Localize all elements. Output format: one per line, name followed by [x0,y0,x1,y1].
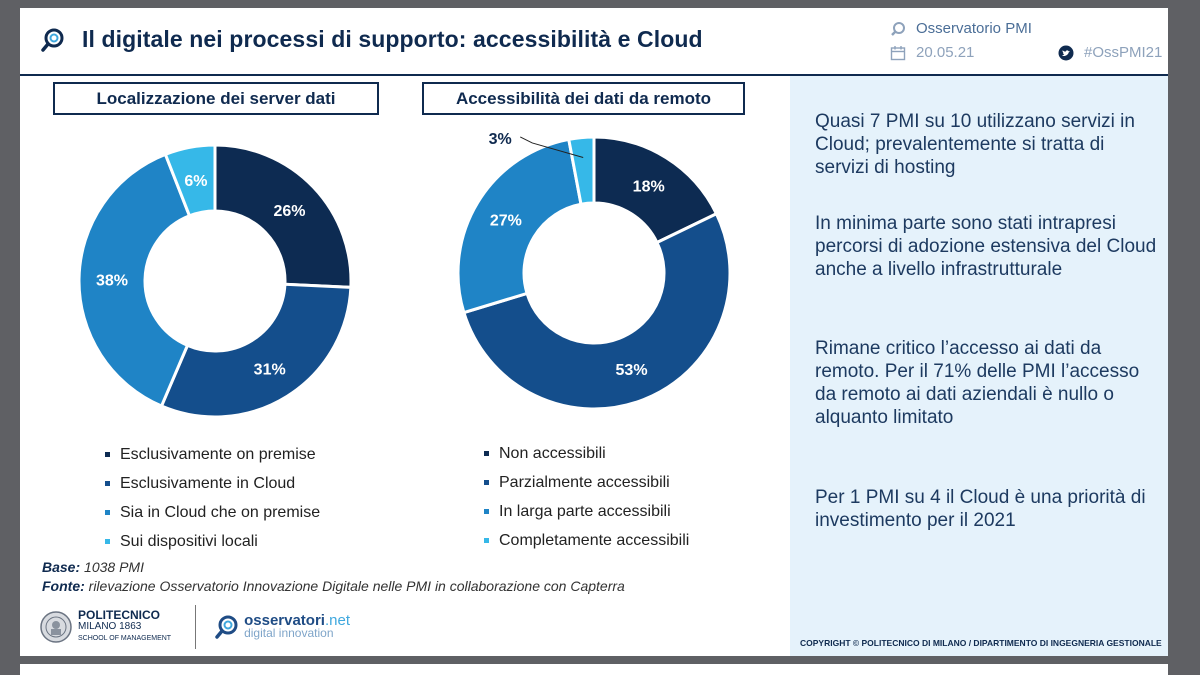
base-value: 1038 PMI [84,559,144,575]
legend-label: Non accessibili [499,444,606,462]
legend-item: Completamente accessibili [482,526,689,555]
oss-name: osservatori [244,612,325,629]
legend-swatch [484,480,489,485]
legend-swatch [484,451,489,456]
legend-swatch [484,509,489,514]
polimi-name: POLITECNICO [78,608,161,622]
legend-label: Sui dispositivi locali [120,532,258,550]
insight-paragraph: Rimane critico l’accesso ai dati da remo… [815,338,1140,428]
legend-label: Completamente accessibili [499,531,690,549]
observatory-line: Osservatorio PMI [890,20,1032,37]
insights-panel: Quasi 7 PMI su 10 utilizzano servizi in … [790,76,1168,656]
hashtag-line: #OssPMI21 [1058,44,1162,61]
legend-item: Parzialmente accessibili [482,468,689,497]
twitter-icon [1058,45,1074,60]
polimi-city: MILANO 1863 [78,621,142,632]
osservatori-logo-icon [215,615,238,639]
header-rule [20,74,1168,76]
slice-value-label: 53% [616,362,648,379]
legend-server-location: Esclusivamente on premise Esclusivamente … [103,440,320,556]
donut-slice [163,143,217,218]
legend-remote-access: Non accessibili Parzialmente accessibili I… [482,439,689,555]
legend-label: In larga parte accessibili [499,502,671,520]
observatory-label: Osservatorio PMI [916,20,1032,37]
logo-divider [195,605,197,649]
legend-item: Esclusivamente on premise [103,440,320,469]
legend-item: Sia in Cloud che on premise [103,498,320,527]
polimi-seal-icon [40,611,72,643]
slice-value-label: 38% [96,272,128,289]
slide: Il digitale nei processi di supporto: ac… [20,8,1168,656]
donut-slice [159,282,353,419]
donut-chart-remote-access: 18% 53% 27% 3% [456,131,732,411]
donut-slice [567,135,596,206]
slice-value-label: 31% [254,361,286,378]
slice-value-label: 27% [490,213,522,230]
copyright-note: COPYRIGHT © POLITECNICO DI MILANO / DIPA… [800,638,1162,648]
legend-swatch [484,538,489,543]
next-slide-edge [20,664,1168,675]
base-label: Base: [42,559,81,575]
title-row: Il digitale nei processi di supporto: ac… [40,26,703,53]
page-title: Il digitale nei processi di supporto: ac… [82,26,703,52]
legend-item: In larga parte accessibili [482,497,689,526]
legend-label: Sia in Cloud che on premise [120,503,321,521]
legend-swatch [105,539,110,544]
insight-paragraph: In minima parte sono stati intrapresi pe… [815,213,1157,280]
polimi-school: SCHOOL OF MANAGEMENT [78,635,172,642]
legend-label: Esclusivamente in Cloud [120,474,296,492]
observatory-icon [891,21,905,36]
hashtag-label: #OssPMI21 [1084,44,1163,61]
legend-item: Sui dispositivi locali [103,527,320,556]
base-note: Base: 1038 PMI [42,559,144,575]
oss-sub: digital innovation [244,626,334,640]
fonte-label: Fonte: [42,578,85,594]
label-leader-line [520,136,584,158]
slice-value-label: 26% [273,203,305,220]
oss-tld: .net [324,612,350,629]
footer-logos: POLITECNICO MILANO 1863 SCHOOL OF MANAGE… [40,605,350,649]
donut-chart-server-location: 26% 31% 38% 6% [77,143,353,419]
legend-swatch [105,481,110,486]
donut-slice [456,137,583,315]
calendar-icon [890,45,906,60]
date-label: 20.05.21 [916,44,975,61]
slice-value-label: 6% [184,173,207,190]
legend-item: Esclusivamente in Cloud [103,469,320,498]
polimi-text: POLITECNICO MILANO 1863 SCHOOL OF MANAGE… [78,609,171,645]
chart2-title: Accessibilità dei dati da remoto [422,82,745,115]
fonte-value: rilevazione Osservatorio Innovazione Dig… [88,578,625,594]
slice-value-label: 18% [633,179,665,196]
donut-slice [213,143,353,289]
legend-item: Non accessibili [482,439,689,468]
osservatori-text: osservatori.net digital innovation [244,612,350,640]
magnifier-logo-icon [41,28,64,52]
insight-paragraph: Quasi 7 PMI su 10 utilizzano servizi in … [815,111,1135,178]
legend-label: Parzialmente accessibili [499,473,670,491]
legend-label: Esclusivamente on premise [120,445,316,463]
date-line: 20.05.21 [890,44,974,61]
chart1-title: Localizzazione dei server dati [53,82,379,115]
fonte-note: Fonte: rilevazione Osservatorio Innovazi… [42,578,625,594]
donut-slice [462,211,732,411]
legend-swatch [105,452,110,457]
legend-swatch [105,510,110,515]
insight-paragraph: Per 1 PMI su 4 il Cloud è una priorità d… [815,487,1146,531]
donut-slice [77,152,192,409]
slice-value-label: 3% [489,131,512,148]
